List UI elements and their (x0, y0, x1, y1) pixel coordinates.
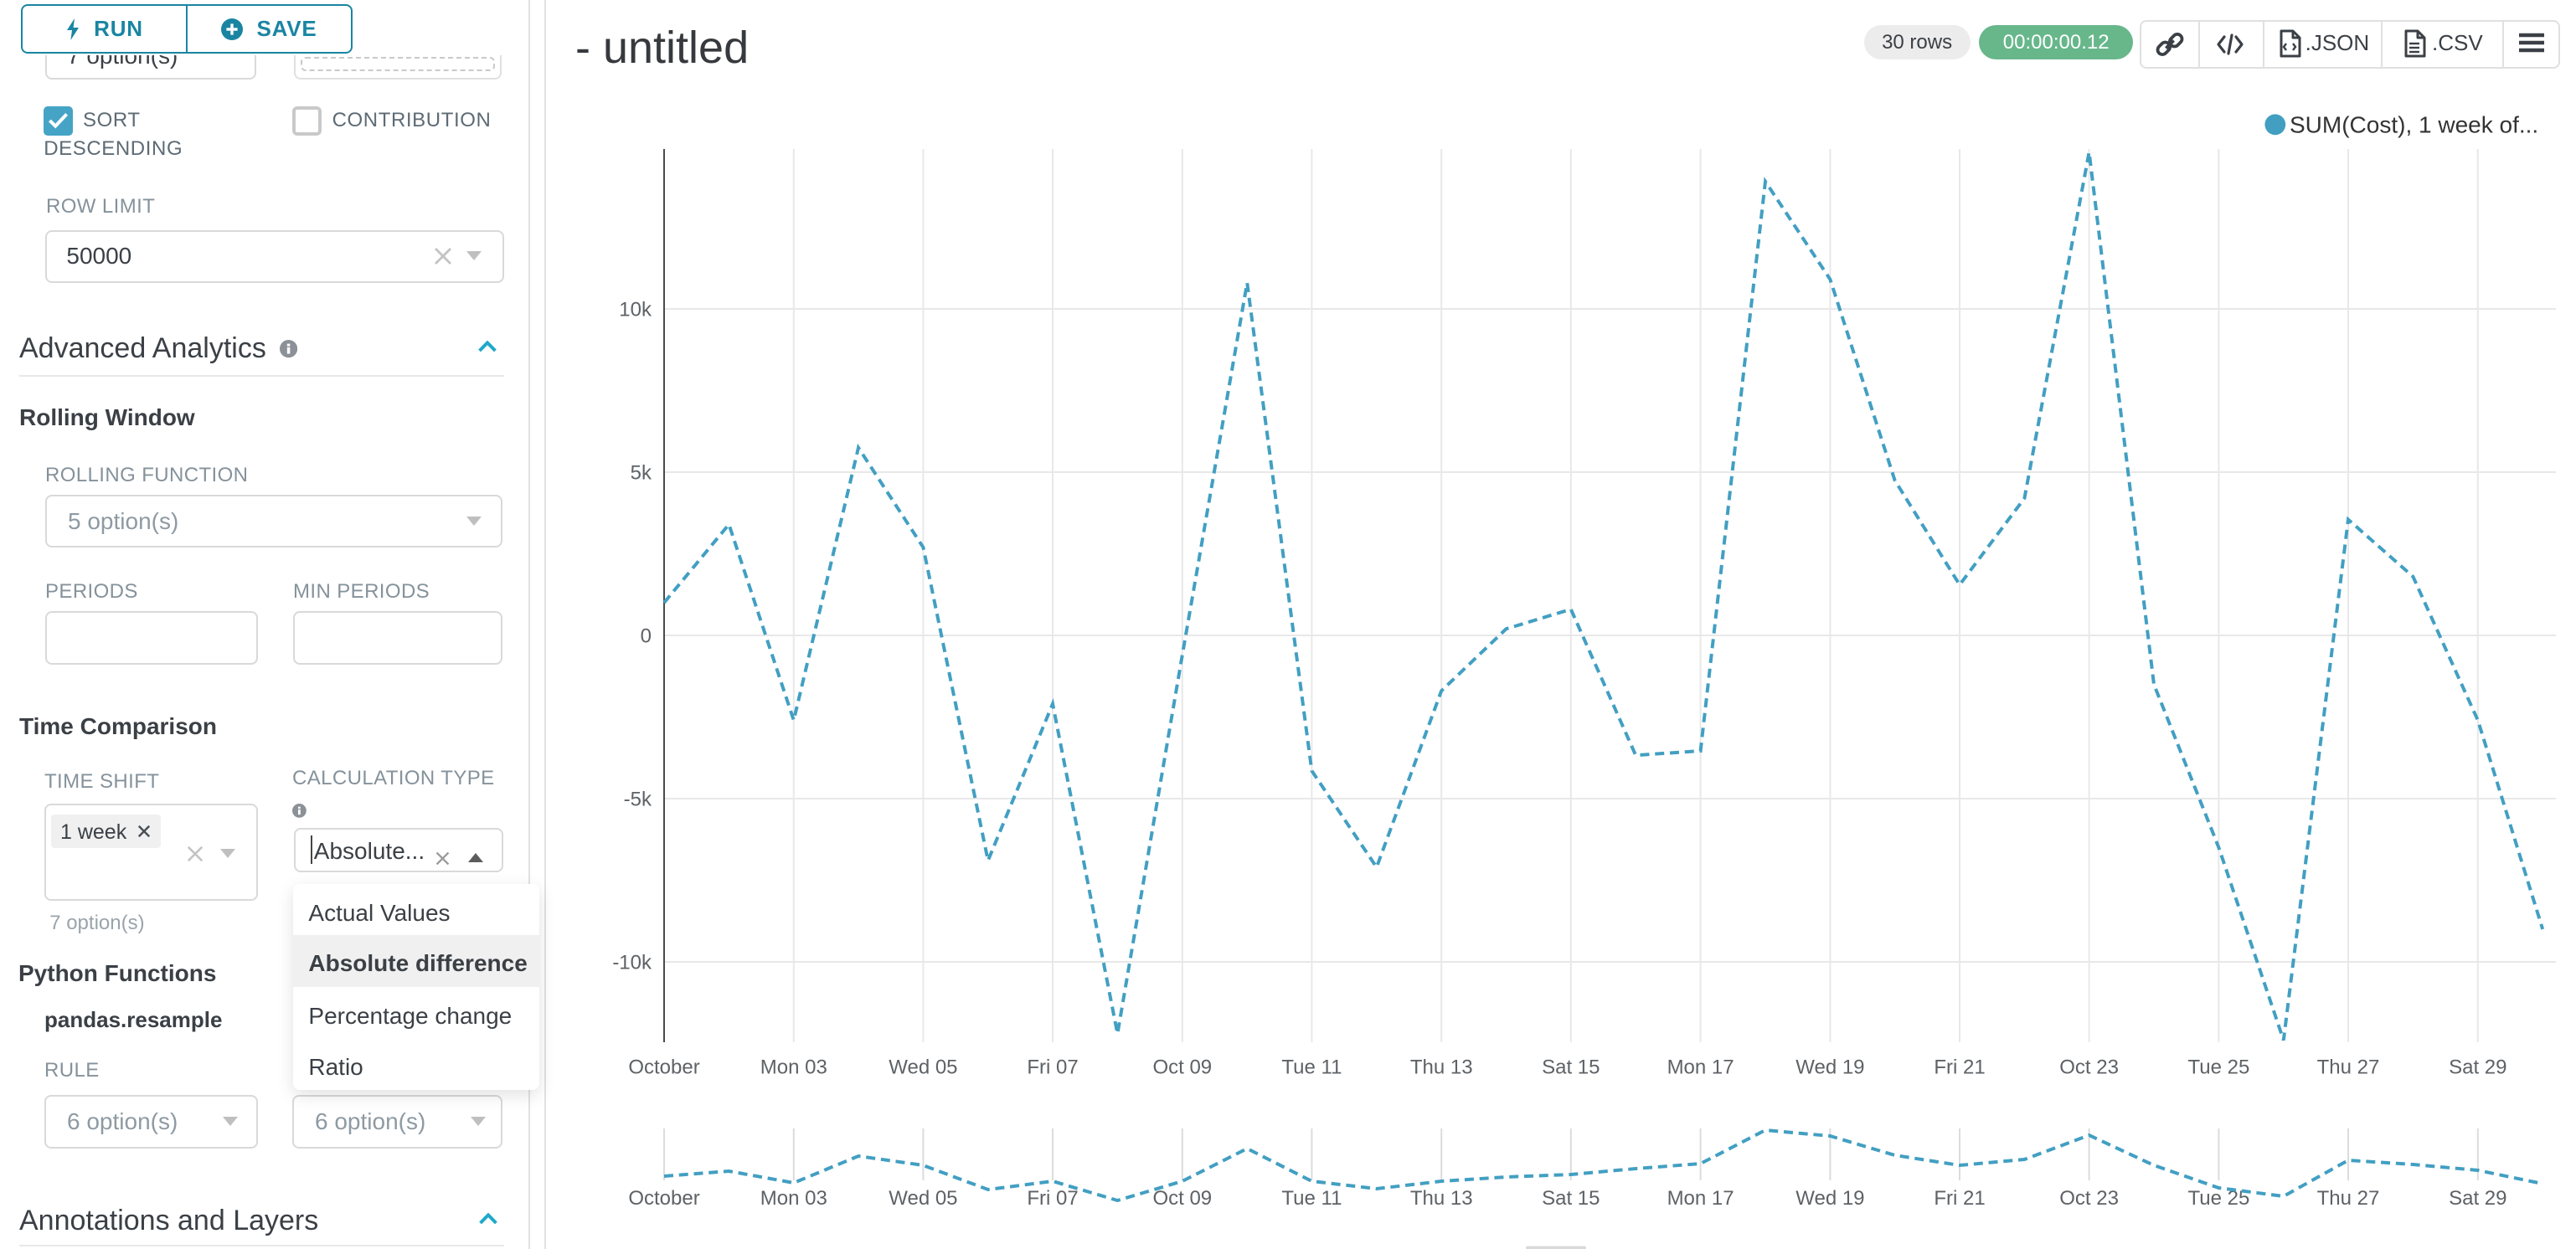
svg-text:Thu 13: Thu 13 (1410, 1056, 1473, 1079)
svg-text:Sat 29: Sat 29 (2449, 1056, 2506, 1079)
svg-text:Sat 15: Sat 15 (1542, 1056, 1600, 1079)
svg-text:Thu 27: Thu 27 (2317, 1187, 2380, 1210)
svg-text:Oct 23: Oct 23 (2059, 1187, 2119, 1210)
svg-text:Thu 27: Thu 27 (2317, 1056, 2380, 1079)
svg-text:Fri 07: Fri 07 (1027, 1187, 1078, 1210)
svg-text:Mon 03: Mon 03 (760, 1056, 827, 1079)
svg-text:Oct 23: Oct 23 (2059, 1056, 2119, 1079)
svg-text:Oct 09: Oct 09 (1152, 1056, 1212, 1079)
svg-text:Wed 19: Wed 19 (1795, 1056, 1864, 1079)
svg-text:Fri 07: Fri 07 (1027, 1056, 1078, 1079)
svg-text:Sat 15: Sat 15 (1542, 1187, 1600, 1210)
svg-text:Tue 25: Tue 25 (2187, 1056, 2249, 1079)
svg-text:SUM(Cost), 1 week of...: SUM(Cost), 1 week of... (2290, 112, 2538, 138)
svg-text:-10k: -10k (612, 951, 652, 974)
svg-text:October: October (628, 1056, 699, 1079)
svg-text:0: 0 (641, 624, 652, 647)
svg-text:5k: 5k (631, 461, 652, 484)
svg-text:Tue 11: Tue 11 (1281, 1187, 1342, 1210)
svg-text:Tue 25: Tue 25 (2187, 1187, 2249, 1210)
svg-text:Wed 19: Wed 19 (1795, 1187, 1864, 1210)
svg-text:-5k: -5k (624, 788, 652, 810)
svg-text:Mon 17: Mon 17 (1667, 1187, 1734, 1210)
svg-text:Oct 09: Oct 09 (1152, 1187, 1212, 1210)
svg-text:Wed 05: Wed 05 (889, 1187, 957, 1210)
svg-text:Mon 17: Mon 17 (1667, 1056, 1734, 1079)
svg-text:Fri 21: Fri 21 (1934, 1056, 1985, 1079)
svg-text:Sat 29: Sat 29 (2449, 1187, 2506, 1210)
svg-text:Fri 21: Fri 21 (1934, 1187, 1985, 1210)
svg-text:10k: 10k (619, 298, 652, 321)
svg-text:Thu 13: Thu 13 (1410, 1187, 1473, 1210)
svg-text:Wed 05: Wed 05 (889, 1056, 957, 1079)
svg-text:October: October (628, 1187, 699, 1210)
svg-text:Mon 03: Mon 03 (760, 1187, 827, 1210)
svg-text:Tue 11: Tue 11 (1281, 1056, 1342, 1079)
